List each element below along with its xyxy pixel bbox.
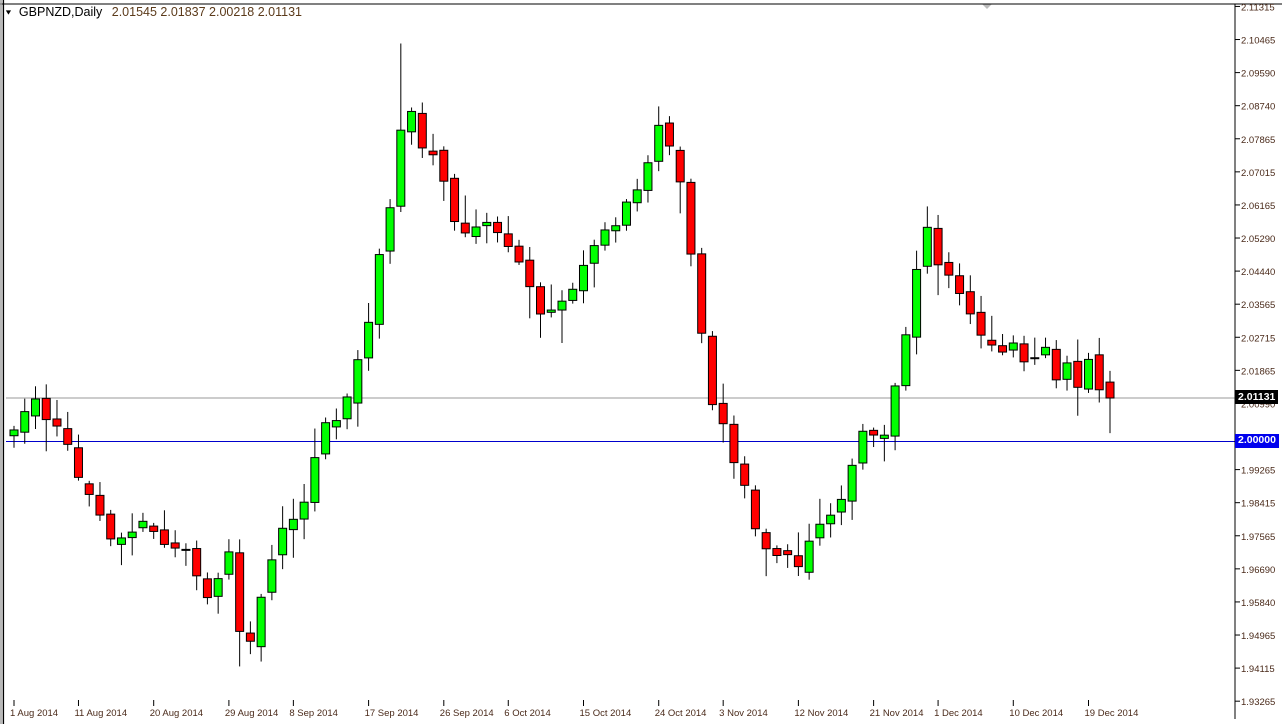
svg-text:1.93265: 1.93265: [1241, 697, 1275, 708]
svg-text:1 Dec 2014: 1 Dec 2014: [934, 708, 983, 719]
svg-text:2.07015: 2.07015: [1241, 168, 1275, 179]
svg-text:2.05290: 2.05290: [1241, 234, 1275, 245]
svg-text:2.09590: 2.09590: [1241, 69, 1275, 80]
svg-text:19 Dec 2014: 19 Dec 2014: [1085, 708, 1139, 719]
svg-text:1 Aug 2014: 1 Aug 2014: [10, 708, 58, 719]
svg-text:24 Oct 2014: 24 Oct 2014: [655, 708, 707, 719]
svg-text:1.99265: 1.99265: [1241, 466, 1275, 477]
svg-text:2.07865: 2.07865: [1241, 135, 1275, 146]
svg-text:3 Nov 2014: 3 Nov 2014: [719, 708, 768, 719]
svg-text:2.11315: 2.11315: [1241, 2, 1275, 13]
svg-text:2.08740: 2.08740: [1241, 102, 1275, 113]
svg-text:8 Sep 2014: 8 Sep 2014: [289, 708, 338, 719]
svg-text:1.96690: 1.96690: [1241, 565, 1275, 576]
svg-text:1.95840: 1.95840: [1241, 598, 1275, 609]
svg-text:21 Nov 2014: 21 Nov 2014: [870, 708, 924, 719]
svg-text:2.06165: 2.06165: [1241, 201, 1275, 212]
svg-text:1.98415: 1.98415: [1241, 499, 1275, 510]
svg-text:1.94115: 1.94115: [1241, 664, 1275, 675]
svg-text:26 Sep 2014: 26 Sep 2014: [440, 708, 494, 719]
svg-text:11 Aug 2014: 11 Aug 2014: [74, 708, 127, 719]
svg-text:17 Sep 2014: 17 Sep 2014: [365, 708, 419, 719]
svg-text:2.04440: 2.04440: [1241, 267, 1275, 278]
svg-text:1.94965: 1.94965: [1241, 631, 1275, 642]
svg-text:29 Aug 2014: 29 Aug 2014: [225, 708, 278, 719]
svg-text:1.97565: 1.97565: [1241, 532, 1275, 543]
svg-text:2.10465: 2.10465: [1241, 36, 1275, 47]
svg-text:15 Oct 2014: 15 Oct 2014: [579, 708, 631, 719]
svg-text:10 Dec 2014: 10 Dec 2014: [1009, 708, 1063, 719]
svg-text:12 Nov 2014: 12 Nov 2014: [794, 708, 848, 719]
svg-text:20 Aug 2014: 20 Aug 2014: [150, 708, 203, 719]
svg-text:2.02715: 2.02715: [1241, 333, 1275, 344]
svg-text:2.01865: 2.01865: [1241, 366, 1275, 377]
svg-text:2.03565: 2.03565: [1241, 300, 1275, 311]
svg-text:6 Oct 2014: 6 Oct 2014: [504, 708, 550, 719]
